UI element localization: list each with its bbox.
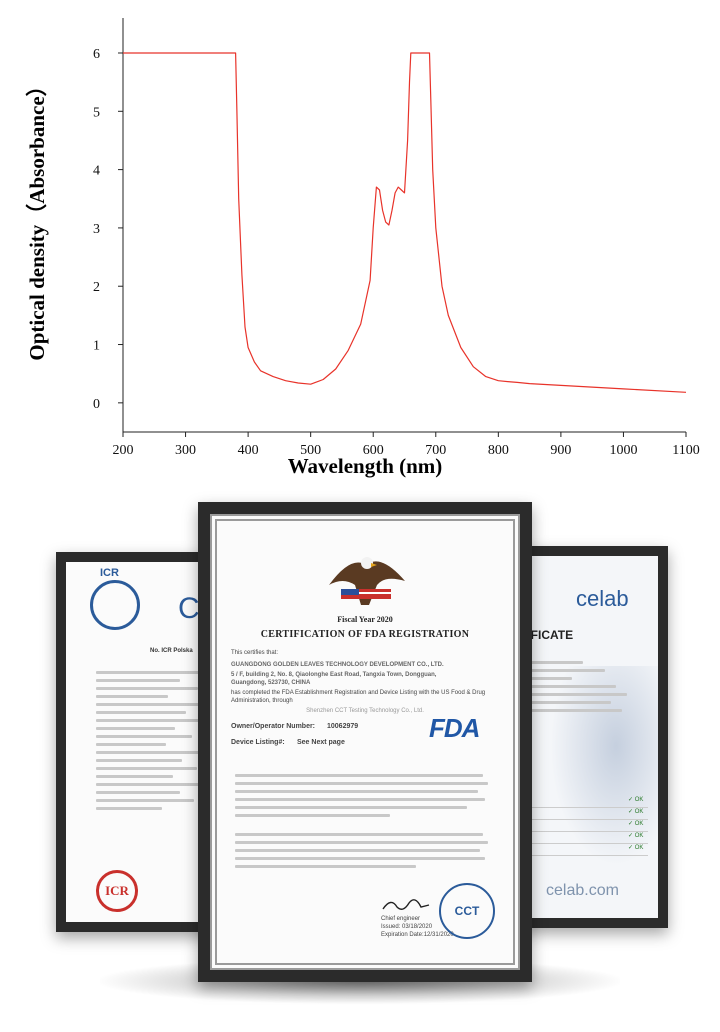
x-axis-label: Wavelength (nm) xyxy=(288,454,443,478)
company-address-2: Guangdong, 523730, CHINA xyxy=(231,680,311,686)
check-row: ✓ OK xyxy=(528,832,648,844)
icr-logo-icon xyxy=(90,580,140,630)
celab-certificate-frame: celab TIFICATE ✓ OK ✓ OK ✓ OK ✓ OK ✓ OK … xyxy=(520,546,668,928)
chart-ticks: 200 300 400 500 600 700 800 900 1000 1100 0 1 2 3 4 5 6 xyxy=(93,47,700,458)
icr-number: No. ICR Polska xyxy=(150,648,193,654)
cct-stamp-icon: CCT xyxy=(439,883,495,939)
company-name: GUANGDONG GOLDEN LEAVES TECHNOLOGY DEVEL… xyxy=(231,662,444,668)
x-tick-label: 700 xyxy=(425,443,446,458)
celab-check-table: ✓ OK ✓ OK ✓ OK ✓ OK ✓ OK xyxy=(528,796,648,856)
y-tick-label: 5 xyxy=(93,105,100,120)
x-tick-label: 800 xyxy=(488,443,509,458)
celab-certificate-paper: celab TIFICATE ✓ OK ✓ OK ✓ OK ✓ OK ✓ OK … xyxy=(520,556,658,918)
icr-seal-icon: ICR xyxy=(96,870,138,912)
x-tick-label: 1100 xyxy=(672,443,699,458)
owner-value: 10062979 xyxy=(327,723,359,730)
y-tick-label: 2 xyxy=(93,280,100,295)
certificates-montage: ICR Ce No. ICR Polska ICR celab TIFICATE xyxy=(0,488,720,1032)
completed-text: has completed the FDA Establishment Regi… xyxy=(231,690,486,704)
certifies-text: This certifies that: xyxy=(231,650,279,656)
absorbance-chart: 200 300 400 500 600 700 800 900 1000 11000123456 … xyxy=(25,18,700,478)
x-tick-label: 600 xyxy=(363,443,384,458)
x-tick-label: 200 xyxy=(113,443,134,458)
issued-date: Issued: 03/18/2020 xyxy=(381,924,433,930)
x-tick-label: 900 xyxy=(550,443,571,458)
signature-icon xyxy=(382,899,430,910)
celab-footer: celab.com xyxy=(546,882,619,899)
chief-engineer: Chief engineer xyxy=(381,916,421,922)
check-row: ✓ OK xyxy=(528,820,648,832)
fda-certificate-frame: Fiscal Year 2020 CERTIFICATION OF FDA RE… xyxy=(198,502,532,982)
eagle-flag-icon xyxy=(329,557,405,605)
check-row: ✓ OK xyxy=(528,844,648,856)
y-tick-label: 3 xyxy=(93,222,100,237)
expiration-date: Expiration Date:12/31/2020 xyxy=(381,932,454,938)
icr-certificate-frame: ICR Ce No. ICR Polska ICR xyxy=(56,552,222,932)
y-tick-label: 4 xyxy=(93,164,100,179)
company-address: 5 / F, building 2, No. 8, Qiaolonghe Eas… xyxy=(231,672,437,678)
x-tick-label: 400 xyxy=(238,443,259,458)
celab-logo: celab xyxy=(576,586,629,611)
fda-certificate-paper: Fiscal Year 2020 CERTIFICATION OF FDA RE… xyxy=(210,514,520,970)
x-tick-label: 300 xyxy=(175,443,196,458)
chart-axes xyxy=(122,18,686,433)
icr-logo-text: ICR xyxy=(100,567,119,579)
europe-map-watermark xyxy=(550,666,658,866)
fda-certificate-title: CERTIFICATION OF FDA REGISTRATION xyxy=(260,629,470,640)
listing-value: See Next page xyxy=(297,739,345,746)
x-tick-label: 1000 xyxy=(609,443,637,458)
y-tick-label: 0 xyxy=(93,397,100,412)
listing-label: Device Listing#: xyxy=(231,739,285,746)
owner-label: Owner/Operator Number: xyxy=(231,723,316,730)
agent-name: Shenzhen CCT Testing Technology Co., Ltd… xyxy=(306,708,424,714)
y-tick-label: 6 xyxy=(93,47,100,62)
absorbance-series-line xyxy=(123,52,687,393)
fda-body-text xyxy=(235,769,493,873)
chart-series xyxy=(123,52,687,393)
fda-logo: FDA xyxy=(429,713,480,743)
fiscal-year: Fiscal Year 2020 xyxy=(337,615,393,624)
x-tick-label: 500 xyxy=(300,443,321,458)
icr-body-text xyxy=(96,666,216,815)
y-axis-label: Optical density（Absorbance） xyxy=(25,75,49,360)
celab-title: TIFICATE xyxy=(520,628,574,642)
y-tick-label: 1 xyxy=(93,339,100,354)
celab-body-text xyxy=(528,656,638,717)
check-row: ✓ OK xyxy=(528,808,648,820)
check-row: ✓ OK xyxy=(528,796,648,808)
